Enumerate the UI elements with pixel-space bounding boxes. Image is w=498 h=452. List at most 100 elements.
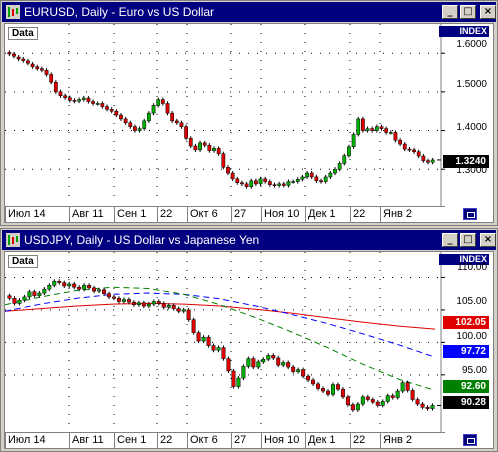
y-axis-label: 110.00	[457, 262, 487, 273]
candle-body	[226, 358, 231, 372]
candle-body	[388, 132, 393, 134]
candle-body	[342, 155, 347, 164]
x-axis-label: Июл 14	[8, 434, 46, 446]
eurusd-chart-window[interactable]: EURUSD, Daily - Euro vs US Dollar _ □ × …	[0, 0, 498, 226]
candle-body	[58, 91, 63, 96]
candle-body	[26, 60, 30, 64]
candle-body	[116, 297, 121, 302]
candle-body	[67, 283, 72, 287]
candle-body	[174, 120, 179, 124]
candle-body	[335, 384, 340, 390]
window-titlebar[interactable]: USDJPY, Daily - US Dollar vs Japanese Ye…	[2, 230, 496, 250]
candle-body	[12, 297, 17, 304]
candle-body	[121, 299, 126, 302]
x-axis-label: Ноя 10	[264, 208, 300, 220]
x-axis-label: 22	[353, 208, 366, 220]
candle-body	[40, 68, 44, 71]
candle-body	[258, 178, 263, 185]
candle-body	[405, 382, 410, 391]
candle-body	[337, 163, 342, 170]
usdjpy-chart-window[interactable]: USDJPY, Daily - US Dollar vs Japanese Ye…	[0, 228, 498, 452]
candle-body	[355, 403, 360, 411]
minimize-button[interactable]: _	[442, 233, 458, 247]
candle-body	[316, 383, 321, 389]
candle-body	[47, 285, 52, 290]
maximize-button[interactable]: □	[460, 5, 476, 19]
candle-body	[105, 106, 109, 110]
grid-lines	[5, 24, 441, 204]
candle-body	[263, 178, 268, 182]
y-axis-label: 100.00	[456, 331, 487, 342]
chart-properties-icon[interactable]	[463, 208, 477, 220]
candle-body	[87, 285, 92, 289]
x-axis-label: 22	[160, 208, 173, 220]
candle-body	[301, 369, 306, 377]
candle-body	[286, 181, 291, 186]
candle-body	[161, 303, 166, 308]
candle-body	[326, 390, 330, 395]
eurusd-candlestick-chart	[5, 24, 445, 222]
candle-body	[277, 183, 282, 186]
candle-body	[179, 122, 184, 127]
candle-body	[206, 336, 211, 346]
candle-body	[112, 296, 116, 299]
candle-body	[333, 168, 337, 174]
candle-body	[385, 395, 390, 402]
data-button[interactable]: Data	[8, 27, 38, 40]
candle-body	[306, 375, 311, 381]
candle-body	[92, 287, 97, 292]
candle-body	[319, 180, 323, 183]
chart-plot-area[interactable]: Data INDEX 110.00 105.00 100.00 95.00 10…	[4, 251, 494, 449]
candle-body	[95, 103, 100, 105]
candle-body	[221, 153, 226, 168]
candle-body	[91, 101, 95, 104]
candle-body	[114, 110, 119, 116]
candle-body	[126, 299, 131, 303]
chart-properties-icon[interactable]	[463, 434, 477, 446]
candle-body	[272, 184, 277, 186]
candle-body	[49, 74, 54, 83]
candle-body	[211, 345, 216, 351]
chart-plot-area[interactable]: Data INDEX 1.6000 1.5000 1.4000 1.3000 1…	[4, 23, 494, 223]
candle-body	[321, 388, 326, 392]
y-axis-label: 95.00	[461, 365, 487, 376]
candle-body	[236, 377, 241, 387]
candle-body	[365, 128, 370, 131]
moving-average-line	[5, 302, 436, 330]
candle-body	[151, 301, 156, 305]
data-button[interactable]: Data	[8, 255, 38, 268]
y-axis-label: 1.4000	[456, 122, 487, 133]
candle-body	[57, 281, 62, 283]
candle-body	[123, 118, 128, 124]
candle-body	[425, 407, 430, 409]
candle-body	[251, 358, 256, 368]
candle-body	[384, 128, 389, 133]
close-button[interactable]: ×	[480, 5, 496, 19]
moving-average-line	[5, 292, 436, 358]
candle-body	[16, 56, 21, 60]
window-titlebar[interactable]: EURUSD, Daily - Euro vs US Dollar _ □ ×	[2, 2, 496, 22]
window-title: EURUSD, Daily - Euro vs US Dollar	[24, 5, 215, 19]
candle-body	[107, 293, 112, 298]
candle-body	[131, 301, 136, 305]
close-button[interactable]: ×	[480, 233, 496, 247]
candle-body	[12, 53, 16, 57]
candle-body	[416, 151, 421, 157]
candle-body	[430, 405, 435, 409]
candle-body	[230, 172, 235, 180]
candle-body	[207, 144, 212, 151]
candle-body	[246, 358, 251, 367]
candle-body	[52, 281, 57, 286]
candle-body	[151, 105, 156, 114]
green-ma-price-tag: 92.60	[443, 380, 489, 393]
candle-body	[171, 305, 176, 309]
candle-body	[323, 176, 328, 182]
candle-body	[212, 148, 216, 151]
maximize-button[interactable]: □	[460, 233, 476, 247]
candle-body	[347, 146, 351, 156]
candle-body	[374, 126, 379, 131]
candle-body	[370, 399, 375, 403]
minimize-button[interactable]: _	[442, 5, 458, 19]
candle-body	[147, 112, 151, 122]
y-axis-label: 1.6000	[456, 39, 487, 50]
